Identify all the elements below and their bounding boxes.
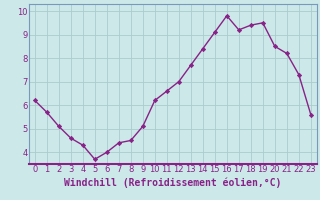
X-axis label: Windchill (Refroidissement éolien,°C): Windchill (Refroidissement éolien,°C) <box>64 177 282 188</box>
